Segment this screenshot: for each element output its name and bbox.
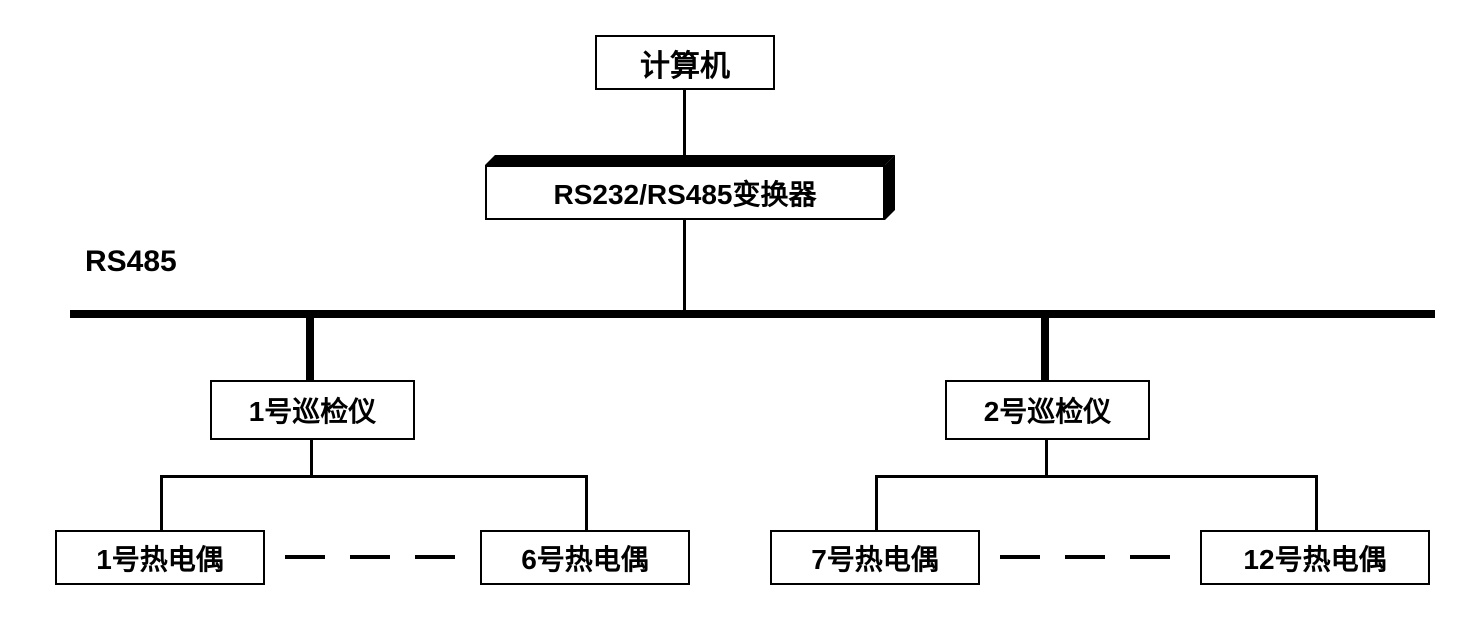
dash-r3 [1130,555,1170,559]
dash-r1 [1000,555,1040,559]
conn-tc7-down [875,475,878,532]
converter-node: RS232/RS485变换器 [485,165,885,220]
dash-l2 [350,555,390,559]
converter-3d-top [485,155,895,165]
tc7-label: 7号热电偶 [811,538,939,578]
bus-branch-2 [1041,310,1049,380]
dash-r2 [1065,555,1105,559]
dash-l1 [285,555,325,559]
tc7-node: 7号热电偶 [770,530,980,585]
converter-3d-side [885,155,895,220]
tc12-node: 12号热电偶 [1200,530,1430,585]
tc12-label: 12号热电偶 [1243,538,1386,578]
conn-insp2-down [1045,440,1048,477]
tc6-node: 6号热电偶 [480,530,690,585]
computer-label: 计算机 [640,41,730,85]
conn-insp1-hsplit [160,475,587,478]
inspector2-node: 2号巡检仪 [945,380,1150,440]
conn-tc1-down [160,475,163,532]
inspector2-label: 2号巡检仪 [984,390,1112,430]
edge-converter-bus [683,220,686,310]
bus-label: RS485 [85,245,177,279]
inspector1-label: 1号巡检仪 [249,390,377,430]
dash-group-left [285,555,455,559]
dash-l3 [415,555,455,559]
tc1-node: 1号热电偶 [55,530,265,585]
tc1-label: 1号热电偶 [96,538,224,578]
dash-group-right [1000,555,1170,559]
computer-node: 计算机 [595,35,775,90]
converter-front: RS232/RS485变换器 [485,165,885,220]
conn-tc6-down [585,475,588,532]
rs485-bus [70,310,1435,318]
conn-tc12-down [1315,475,1318,532]
bus-branch-1 [306,310,314,380]
tc6-label: 6号热电偶 [521,538,649,578]
conn-insp1-down [310,440,313,477]
conn-insp2-hsplit [875,475,1317,478]
converter-label: RS232/RS485变换器 [553,173,816,213]
bus-label-text: RS485 [85,245,177,278]
inspector1-node: 1号巡检仪 [210,380,415,440]
edge-computer-converter [683,90,686,165]
